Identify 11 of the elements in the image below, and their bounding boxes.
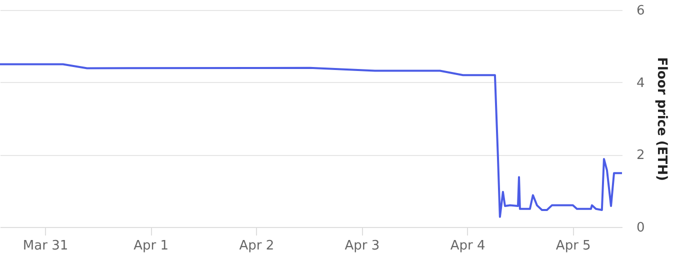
x-tick-label: Apr 4: [450, 238, 486, 254]
y-tick-label: 4: [636, 76, 645, 91]
y-tick-label: 6: [636, 4, 645, 18]
x-tick-label: Apr 3: [344, 238, 380, 254]
x-tick-label: Apr 5: [556, 238, 591, 254]
x-tick-label: Apr 1: [134, 238, 169, 254]
x-tick-label: Mar 31: [22, 238, 68, 254]
y-tick-label: 0: [636, 220, 645, 236]
x-tick-label: Apr 2: [239, 238, 274, 254]
y-tick-label: 2: [636, 148, 645, 164]
y-axis-title: Floor price (ETH): [654, 57, 669, 181]
